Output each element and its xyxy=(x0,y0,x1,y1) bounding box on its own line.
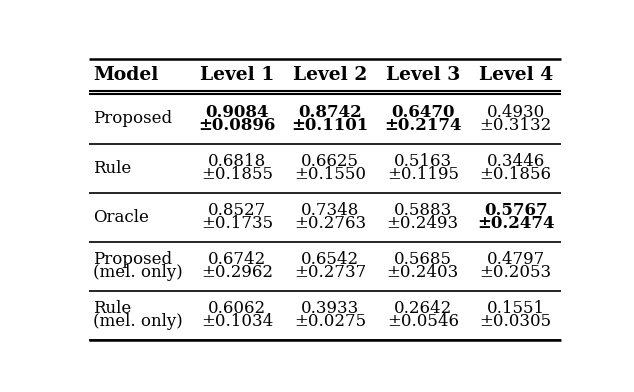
Text: ±0.1855: ±0.1855 xyxy=(201,166,273,183)
Text: Oracle: Oracle xyxy=(93,209,149,226)
Text: Level 3: Level 3 xyxy=(385,66,460,84)
Text: 0.2642: 0.2642 xyxy=(394,300,452,317)
Text: ±0.2763: ±0.2763 xyxy=(294,215,366,232)
Text: ±0.2737: ±0.2737 xyxy=(294,264,366,281)
Text: 0.7348: 0.7348 xyxy=(301,202,359,219)
Text: 0.1551: 0.1551 xyxy=(487,300,545,317)
Text: 0.6818: 0.6818 xyxy=(208,153,266,170)
Text: ±0.0305: ±0.0305 xyxy=(480,314,552,330)
Text: Rule: Rule xyxy=(93,300,131,317)
Text: Proposed: Proposed xyxy=(93,111,172,127)
Text: Level 4: Level 4 xyxy=(479,66,553,84)
Text: 0.5163: 0.5163 xyxy=(394,153,452,170)
Text: ±0.1735: ±0.1735 xyxy=(201,215,273,232)
Text: 0.6062: 0.6062 xyxy=(208,300,266,317)
Text: Level 1: Level 1 xyxy=(200,66,274,84)
Text: 0.3446: 0.3446 xyxy=(487,153,545,170)
Text: 0.5685: 0.5685 xyxy=(394,251,452,268)
Text: 0.4797: 0.4797 xyxy=(487,251,545,268)
Text: 0.6542: 0.6542 xyxy=(301,251,359,268)
Text: Proposed: Proposed xyxy=(93,251,172,268)
Text: ±0.1034: ±0.1034 xyxy=(201,314,273,330)
Text: (mel. only): (mel. only) xyxy=(93,264,183,281)
Text: ±0.0275: ±0.0275 xyxy=(294,314,366,330)
Text: ±0.1856: ±0.1856 xyxy=(480,166,552,183)
Text: Rule: Rule xyxy=(93,160,131,176)
Text: 0.5767: 0.5767 xyxy=(484,202,548,219)
Text: ±0.0896: ±0.0896 xyxy=(198,117,276,134)
Text: ±0.2403: ±0.2403 xyxy=(387,264,459,281)
Text: 0.6625: 0.6625 xyxy=(301,153,359,170)
Text: ±0.1550: ±0.1550 xyxy=(294,166,366,183)
Text: 0.5883: 0.5883 xyxy=(394,202,452,219)
Text: 0.3933: 0.3933 xyxy=(301,300,359,317)
Text: 0.9084: 0.9084 xyxy=(205,104,269,121)
Text: ±0.3132: ±0.3132 xyxy=(479,117,552,134)
Text: 0.4930: 0.4930 xyxy=(487,104,545,121)
Text: ±0.2053: ±0.2053 xyxy=(480,264,552,281)
Text: 0.8527: 0.8527 xyxy=(208,202,266,219)
Text: ±0.0546: ±0.0546 xyxy=(387,314,459,330)
Text: Model: Model xyxy=(93,66,158,84)
Text: ±0.1101: ±0.1101 xyxy=(291,117,368,134)
Text: 0.8742: 0.8742 xyxy=(298,104,362,121)
Text: 0.6742: 0.6742 xyxy=(208,251,266,268)
Text: (mel. only): (mel. only) xyxy=(93,314,183,330)
Text: Level 2: Level 2 xyxy=(293,66,367,84)
Text: ±0.2493: ±0.2493 xyxy=(387,215,459,232)
Text: 0.6470: 0.6470 xyxy=(391,104,455,121)
Text: ±0.2174: ±0.2174 xyxy=(384,117,462,134)
Text: ±0.2962: ±0.2962 xyxy=(201,264,273,281)
Text: ±0.1195: ±0.1195 xyxy=(387,166,459,183)
Text: ±0.2474: ±0.2474 xyxy=(477,215,555,232)
